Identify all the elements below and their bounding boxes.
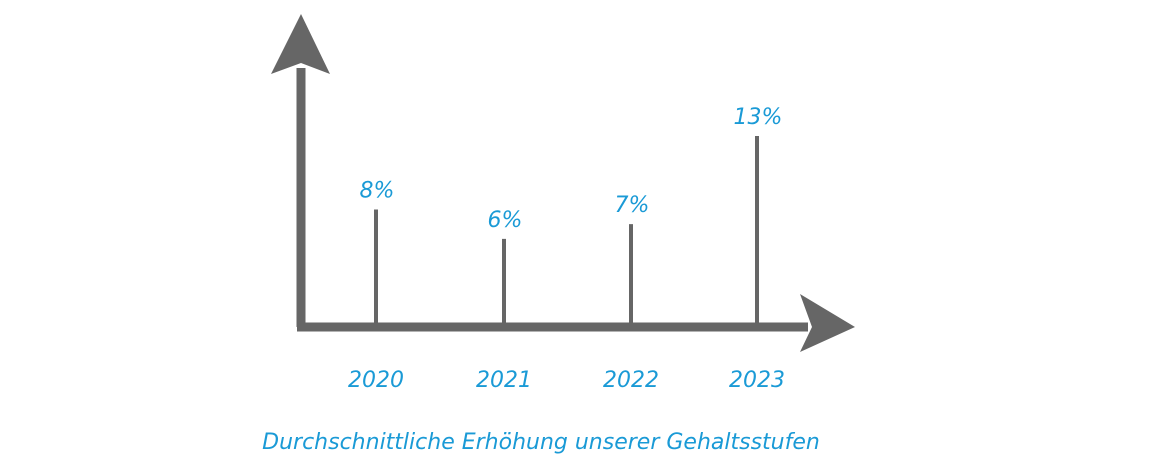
- x-tick-label-2023: 2023: [729, 368, 785, 393]
- y-axis-arrowhead: [271, 14, 330, 74]
- value-label-2021: 6%: [488, 208, 523, 233]
- x-tick-label-2020: 2020: [348, 368, 404, 393]
- x-tick-label-2022: 2022: [603, 368, 659, 393]
- x-tick-labels: 2020 2021 2022 2023: [348, 368, 785, 393]
- value-label-2020: 8%: [360, 178, 395, 203]
- axes: [271, 14, 855, 352]
- value-label-2023: 13%: [734, 105, 783, 130]
- x-tick-label-2021: 2021: [476, 368, 532, 393]
- chart-caption: Durchschnittliche Erhöhung unserer Gehal…: [262, 430, 820, 455]
- bars: [374, 136, 759, 327]
- value-label-2022: 7%: [615, 193, 650, 218]
- x-axis-arrowhead: [800, 294, 855, 352]
- value-labels: 8% 6% 7% 13%: [360, 105, 783, 233]
